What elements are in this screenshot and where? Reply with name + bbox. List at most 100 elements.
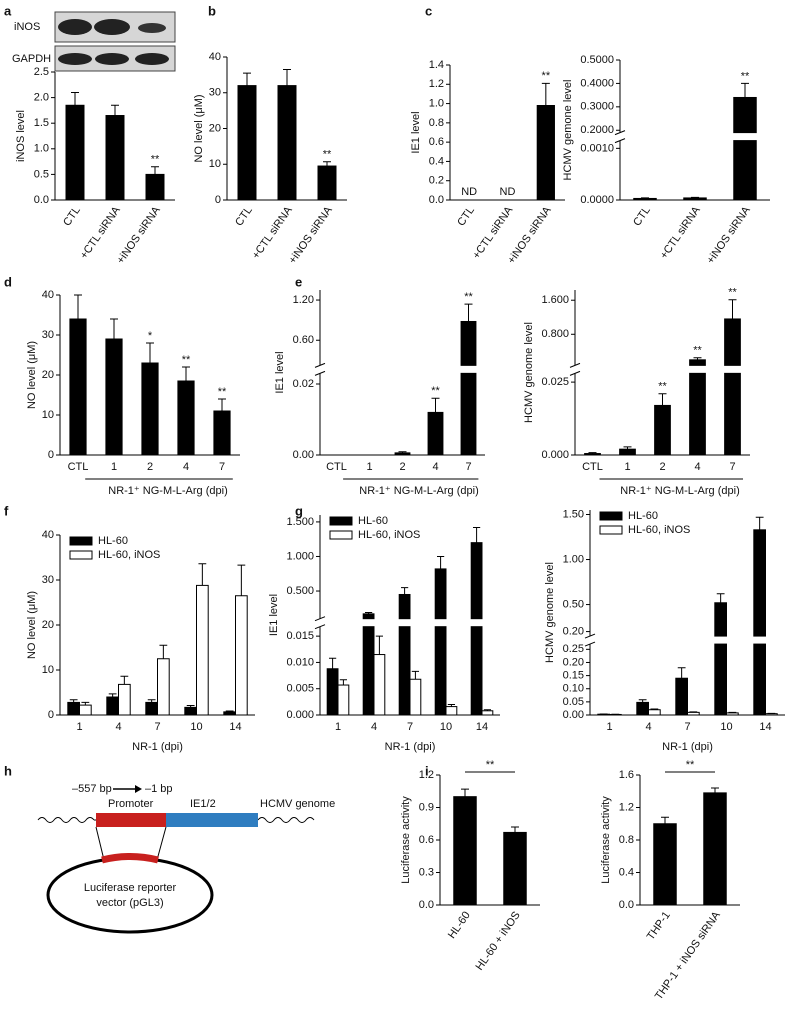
annotation: **	[693, 345, 702, 357]
x-tick-label: CTL	[455, 205, 477, 229]
y-tick-label: 1.5	[34, 117, 49, 129]
bar	[337, 684, 350, 716]
blot-band	[135, 53, 169, 65]
y-tick-label: 0.0	[429, 194, 444, 206]
y-tick-label: 1.0	[429, 97, 444, 109]
bar	[753, 643, 766, 716]
bar	[470, 542, 483, 620]
y-tick-label: 0	[215, 194, 221, 206]
annotation: *	[148, 330, 153, 342]
bar	[689, 359, 706, 366]
error-bar	[661, 816, 669, 824]
legend-label: HL-60	[358, 515, 388, 527]
error-bar	[159, 644, 168, 659]
blot	[54, 11, 176, 72]
x-tick-label: CTL	[61, 205, 83, 229]
bar	[427, 411, 444, 456]
bar	[141, 362, 159, 456]
error-bar	[623, 446, 632, 450]
promoter-box	[96, 813, 166, 827]
y-tick-label: 0.5	[34, 168, 49, 180]
y-tick-label: 0.010	[286, 656, 314, 668]
error-bar	[323, 161, 331, 167]
bar	[503, 831, 527, 906]
error-bar	[693, 357, 702, 360]
panel-label: g	[295, 503, 303, 518]
x-tick-label: CTL	[631, 205, 653, 229]
x-tick-label: 14	[476, 721, 488, 733]
y-tick-label: 1.500	[286, 516, 314, 528]
insert-arc	[101, 853, 159, 864]
bar	[106, 696, 120, 716]
x-tick-label: +CTL siRNA	[658, 204, 703, 261]
y-tick-label: 0.25	[563, 643, 584, 655]
x-axis-label: NR-1⁺ NG-M-L-Arg (dpi)	[108, 485, 227, 497]
y-tick-label: 2.5	[34, 66, 49, 78]
y-tick-label: 0.6	[419, 834, 434, 846]
x-tick-label: 1	[76, 721, 82, 733]
arrowhead	[135, 785, 142, 793]
error-bar	[728, 711, 737, 713]
x-tick-label: +CTL siRNA	[250, 204, 295, 261]
axis-break	[614, 138, 626, 144]
x-tick-label: HL-60 + iNOS	[474, 910, 523, 973]
error-bar	[110, 318, 118, 339]
error-bar	[69, 699, 78, 703]
error-bar	[464, 303, 473, 322]
significance-label: **	[486, 759, 495, 771]
x-tick-label: 10	[440, 721, 452, 733]
bar	[409, 678, 422, 716]
y-tick-label: 20	[209, 122, 221, 134]
bar	[105, 338, 123, 456]
annotation: ND	[461, 186, 477, 198]
error-bar	[588, 452, 597, 454]
y-tick-label: 0.5000	[580, 54, 614, 66]
y-axis-label: iNOS level	[15, 110, 27, 162]
y-tick-label: 0.02	[293, 378, 314, 390]
bar	[633, 197, 657, 201]
error-bar	[225, 710, 234, 712]
y-tick-label: 0.8	[429, 117, 444, 129]
legend-label: HL-60	[628, 510, 658, 522]
x-tick-label: 4	[115, 721, 121, 733]
y-tick-label: 0.4	[429, 155, 444, 167]
y-axis-label: NO level (μM)	[26, 591, 38, 659]
error-bar	[511, 826, 519, 833]
y-tick-label: 2.0	[34, 92, 49, 104]
gene-box	[166, 813, 258, 827]
connector	[95, 826, 105, 861]
y-tick-label: 1.2	[619, 801, 634, 813]
y-axis-label: NO level (μM)	[26, 341, 38, 409]
bar	[317, 165, 337, 201]
promoter-label: Promoter	[108, 798, 154, 810]
x-tick-label: 1	[111, 461, 117, 473]
x-tick-label: 7	[465, 461, 471, 473]
x-tick-label: 2	[147, 461, 153, 473]
y-tick-label: 0.2	[429, 175, 444, 187]
x-tick-label: 2	[659, 461, 665, 473]
y-tick-label: 1.00	[563, 553, 584, 565]
y-tick-label: 0.20	[563, 625, 584, 637]
x-tick-label: 4	[694, 461, 700, 473]
bar	[648, 709, 661, 716]
position-label: –1 bp	[145, 783, 173, 795]
y-tick-label: 1.4	[429, 59, 444, 71]
x-tick-label: +iNOS siRNA	[115, 204, 164, 266]
error-bar	[711, 787, 719, 793]
x-tick-label: +iNOS siRNA	[287, 204, 336, 266]
error-bar	[650, 708, 659, 710]
bar	[481, 710, 494, 716]
bar	[65, 104, 85, 201]
bar	[373, 654, 386, 716]
bar	[69, 318, 87, 456]
bar	[196, 584, 209, 716]
x-tick-label: 14	[759, 721, 771, 733]
y-tick-label: 0.05	[563, 696, 584, 708]
axis-break	[614, 130, 626, 136]
bar	[362, 626, 375, 716]
vector-label: vector (pGL3)	[96, 897, 163, 909]
error-bar	[120, 675, 129, 685]
legend-swatch	[599, 511, 623, 521]
bar	[733, 96, 757, 134]
